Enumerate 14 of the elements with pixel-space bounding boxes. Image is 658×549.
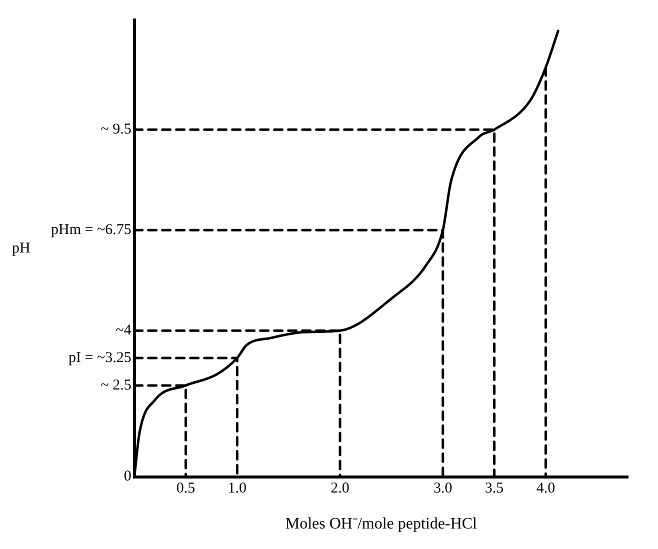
y-tick-label: ~ 2.5 <box>100 377 132 394</box>
x-tick-label: 2.0 <box>330 480 350 497</box>
y-tick-label: pHm = ~6.75 <box>50 222 132 238</box>
y-tick-label: ~4 <box>116 322 132 339</box>
x-tick-label: 3.0 <box>433 480 452 497</box>
y-tick-label: 0 <box>124 468 132 485</box>
y-tick-label: ~ 9.5 <box>100 122 132 138</box>
x-axis-title: Moles OH⁻/mole peptide-HCl <box>285 516 478 533</box>
x-tick-label: 0.5 <box>176 480 196 497</box>
y-axis-title: pH <box>12 240 30 256</box>
x-tick-label: 3.5 <box>484 480 504 497</box>
y-tick-label: pI = ~3.25 <box>68 350 132 366</box>
x-tick-label: 1.0 <box>228 480 247 497</box>
x-tick-label: 4.0 <box>536 480 556 497</box>
